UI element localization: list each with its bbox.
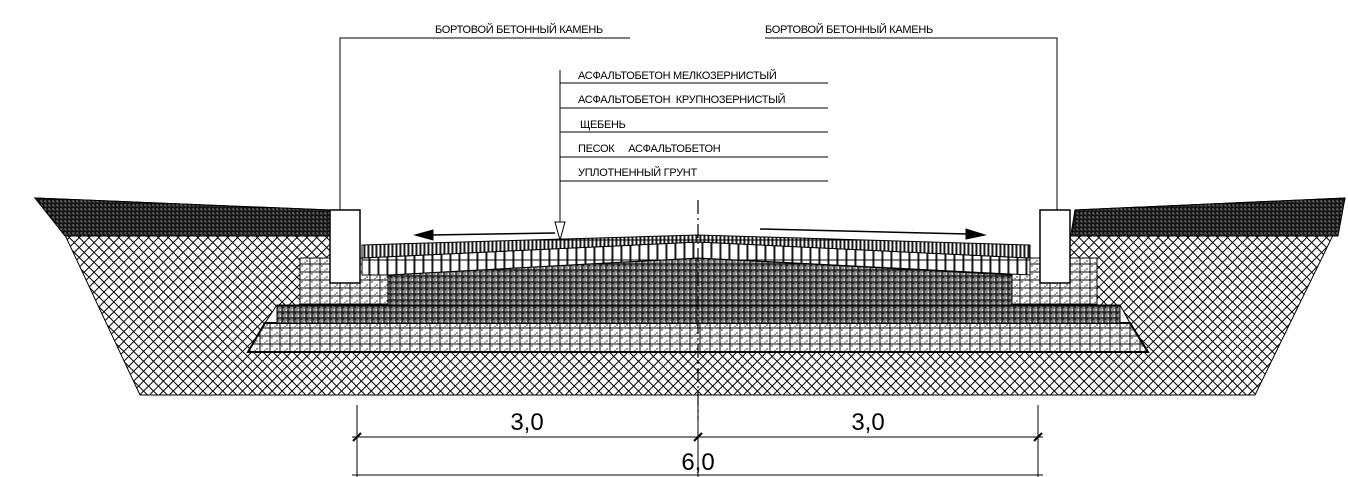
- layer-label: УПЛОТНЕННЫЙ ГРУНТ: [578, 166, 697, 179]
- callouts: [339, 37, 1058, 242]
- callout-label: БОРТОВОЙ БЕТОННЫЙ КАМЕНЬ: [435, 23, 603, 36]
- slope-arrows: [413, 228, 987, 241]
- layer-label: ЩЕБЕНЬ: [580, 119, 626, 131]
- dimension-label: 3,0: [510, 409, 543, 436]
- layer-label: АСФАЛЬТОБЕТОН КРУПНОЗЕРНИСТЫЙ: [578, 93, 785, 106]
- dimension-label: 6,0: [681, 449, 714, 476]
- layer-label: АСФАЛЬТОБЕТОН МЕЛКОЗЕРНИСТЫЙ: [578, 69, 776, 82]
- dimension-lines: [352, 405, 1043, 477]
- callout-label: БОРТОВОЙ БЕТОННЫЙ КАМЕНЬ: [765, 23, 933, 36]
- layer-label: ПЕСОК АСФАЛЬТОБЕТОН: [578, 143, 721, 155]
- dimension-label: 3,0: [851, 409, 884, 436]
